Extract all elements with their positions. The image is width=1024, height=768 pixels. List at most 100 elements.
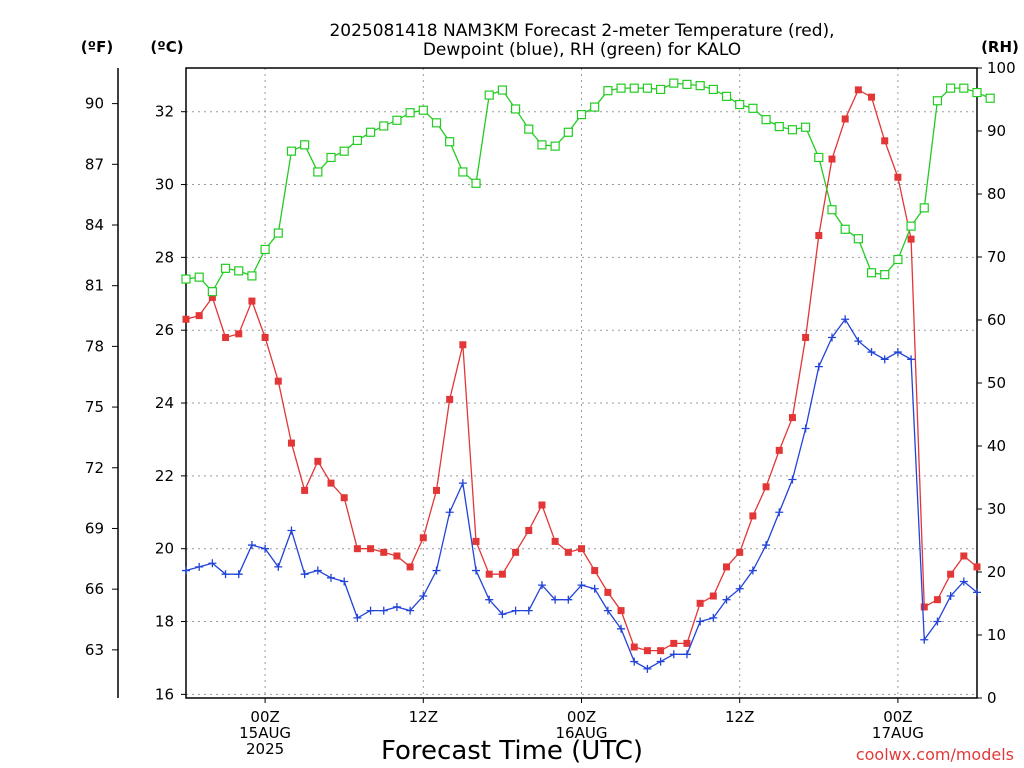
dewpoint-point xyxy=(643,664,652,673)
temperature-point xyxy=(459,341,467,349)
rh-point xyxy=(431,118,442,128)
dewpoint-point xyxy=(959,577,968,586)
temperature-point xyxy=(432,486,440,494)
rh-tick-label: 50 xyxy=(987,374,1006,392)
celsius-tick-label: 24 xyxy=(155,394,174,412)
temperature-point xyxy=(287,439,295,447)
temperature-point xyxy=(736,548,744,556)
celsius-tick-label: 26 xyxy=(155,321,174,339)
dewpoint-point xyxy=(814,362,823,371)
dewpoint-point xyxy=(208,559,217,568)
rh-point xyxy=(181,274,191,284)
fahrenheit-tick-label: 72 xyxy=(85,459,104,477)
temperature-point xyxy=(670,639,678,647)
temperature-point xyxy=(512,548,520,556)
fahrenheit-tick-label: 81 xyxy=(85,277,104,295)
celsius-tick-label: 18 xyxy=(155,613,174,631)
dewpoint-point xyxy=(564,595,573,604)
rh-point xyxy=(629,83,639,93)
rh-point xyxy=(313,167,323,177)
temperature-point xyxy=(683,639,691,647)
dewpoint-point xyxy=(801,424,810,433)
temperature-point xyxy=(775,446,783,454)
celsius-tick-label: 20 xyxy=(155,540,174,558)
rh-point xyxy=(906,221,916,231)
rh-point xyxy=(550,141,560,151)
time-tick-label: 2025 xyxy=(246,740,284,758)
temperature-point xyxy=(367,545,375,553)
rh-point xyxy=(590,102,600,112)
celsius-tick-label: 22 xyxy=(155,467,174,485)
dewpoint-point xyxy=(511,606,520,615)
dewpoint-point xyxy=(920,635,929,644)
temperature-point xyxy=(261,333,269,341)
dewpoint-point xyxy=(933,617,942,626)
fahrenheit-tick-label: 87 xyxy=(85,155,104,173)
temperature-point xyxy=(960,552,968,560)
rh-point xyxy=(669,78,679,88)
rh-tick-label: 60 xyxy=(987,311,1006,329)
temperature-point xyxy=(749,512,757,520)
temperature-point xyxy=(973,563,981,571)
rh-tick-label: 0 xyxy=(987,689,997,707)
rh-point xyxy=(194,272,204,282)
temperature-point xyxy=(933,596,941,604)
dewpoint-point xyxy=(524,606,533,615)
fahrenheit-tick-label: 66 xyxy=(85,580,104,598)
rh-point xyxy=(721,91,732,101)
dewpoint-point xyxy=(366,606,375,615)
dewpoint-point xyxy=(973,588,981,597)
dewpoint-point xyxy=(617,624,626,633)
rh-point xyxy=(418,105,428,115)
temperature-point xyxy=(353,545,361,553)
temperature-point xyxy=(578,545,585,553)
dewpoint-point xyxy=(327,573,336,582)
dewpoint-point xyxy=(485,595,494,604)
rh-point xyxy=(379,121,389,131)
rh-point xyxy=(458,167,468,177)
rh-point xyxy=(827,205,837,215)
time-tick-label: 16AUG xyxy=(556,724,608,742)
series-temperature xyxy=(182,86,981,655)
rh-point xyxy=(616,83,626,93)
dewpoint-point xyxy=(234,570,243,579)
fahrenheit-axis-unit: (ºF) xyxy=(81,38,113,56)
time-tick-label: 17AUG xyxy=(872,724,924,742)
temperature-point xyxy=(472,537,480,545)
fahrenheit-tick-label: 90 xyxy=(85,95,104,113)
rh-axis-unit: (RH) xyxy=(981,38,1019,56)
dewpoint-point xyxy=(577,581,586,590)
temperature-point xyxy=(841,115,849,123)
temperature-point xyxy=(630,643,638,651)
dewpoint-point xyxy=(353,613,362,622)
temperature-point xyxy=(802,333,810,341)
rh-point xyxy=(695,81,705,91)
rh-point xyxy=(563,127,573,137)
rh-point xyxy=(510,104,521,114)
temperature-point xyxy=(788,414,796,422)
fahrenheit-tick-label: 63 xyxy=(85,641,104,659)
data-series xyxy=(181,78,995,673)
temperature-point xyxy=(920,603,928,611)
rh-point xyxy=(220,263,231,273)
dewpoint-point xyxy=(893,348,902,357)
rh-point xyxy=(273,228,283,238)
temperature-point xyxy=(419,534,427,542)
fahrenheit-axis-ticks: 63 66 69 72 75 78 81 84 87 90 xyxy=(85,95,118,659)
time-tick-label: 00Z xyxy=(250,708,279,726)
chart-title-line2: Dewpoint (blue), RH (green) for KALO xyxy=(423,40,741,60)
fahrenheit-tick-label: 84 xyxy=(85,216,104,234)
time-tick-label: 15AUG xyxy=(239,724,291,742)
rh-tick-label: 90 xyxy=(987,122,1006,140)
temperature-point xyxy=(854,86,862,94)
dewpoint-point xyxy=(854,337,863,346)
temperature-point xyxy=(525,526,533,534)
rh-point xyxy=(655,84,666,95)
temperature-point xyxy=(907,235,915,243)
dewpoint-point xyxy=(247,541,256,550)
rh-point xyxy=(537,140,547,150)
temperature-point xyxy=(301,486,309,494)
dewpoint-point xyxy=(656,657,665,666)
rh-point xyxy=(365,127,376,137)
